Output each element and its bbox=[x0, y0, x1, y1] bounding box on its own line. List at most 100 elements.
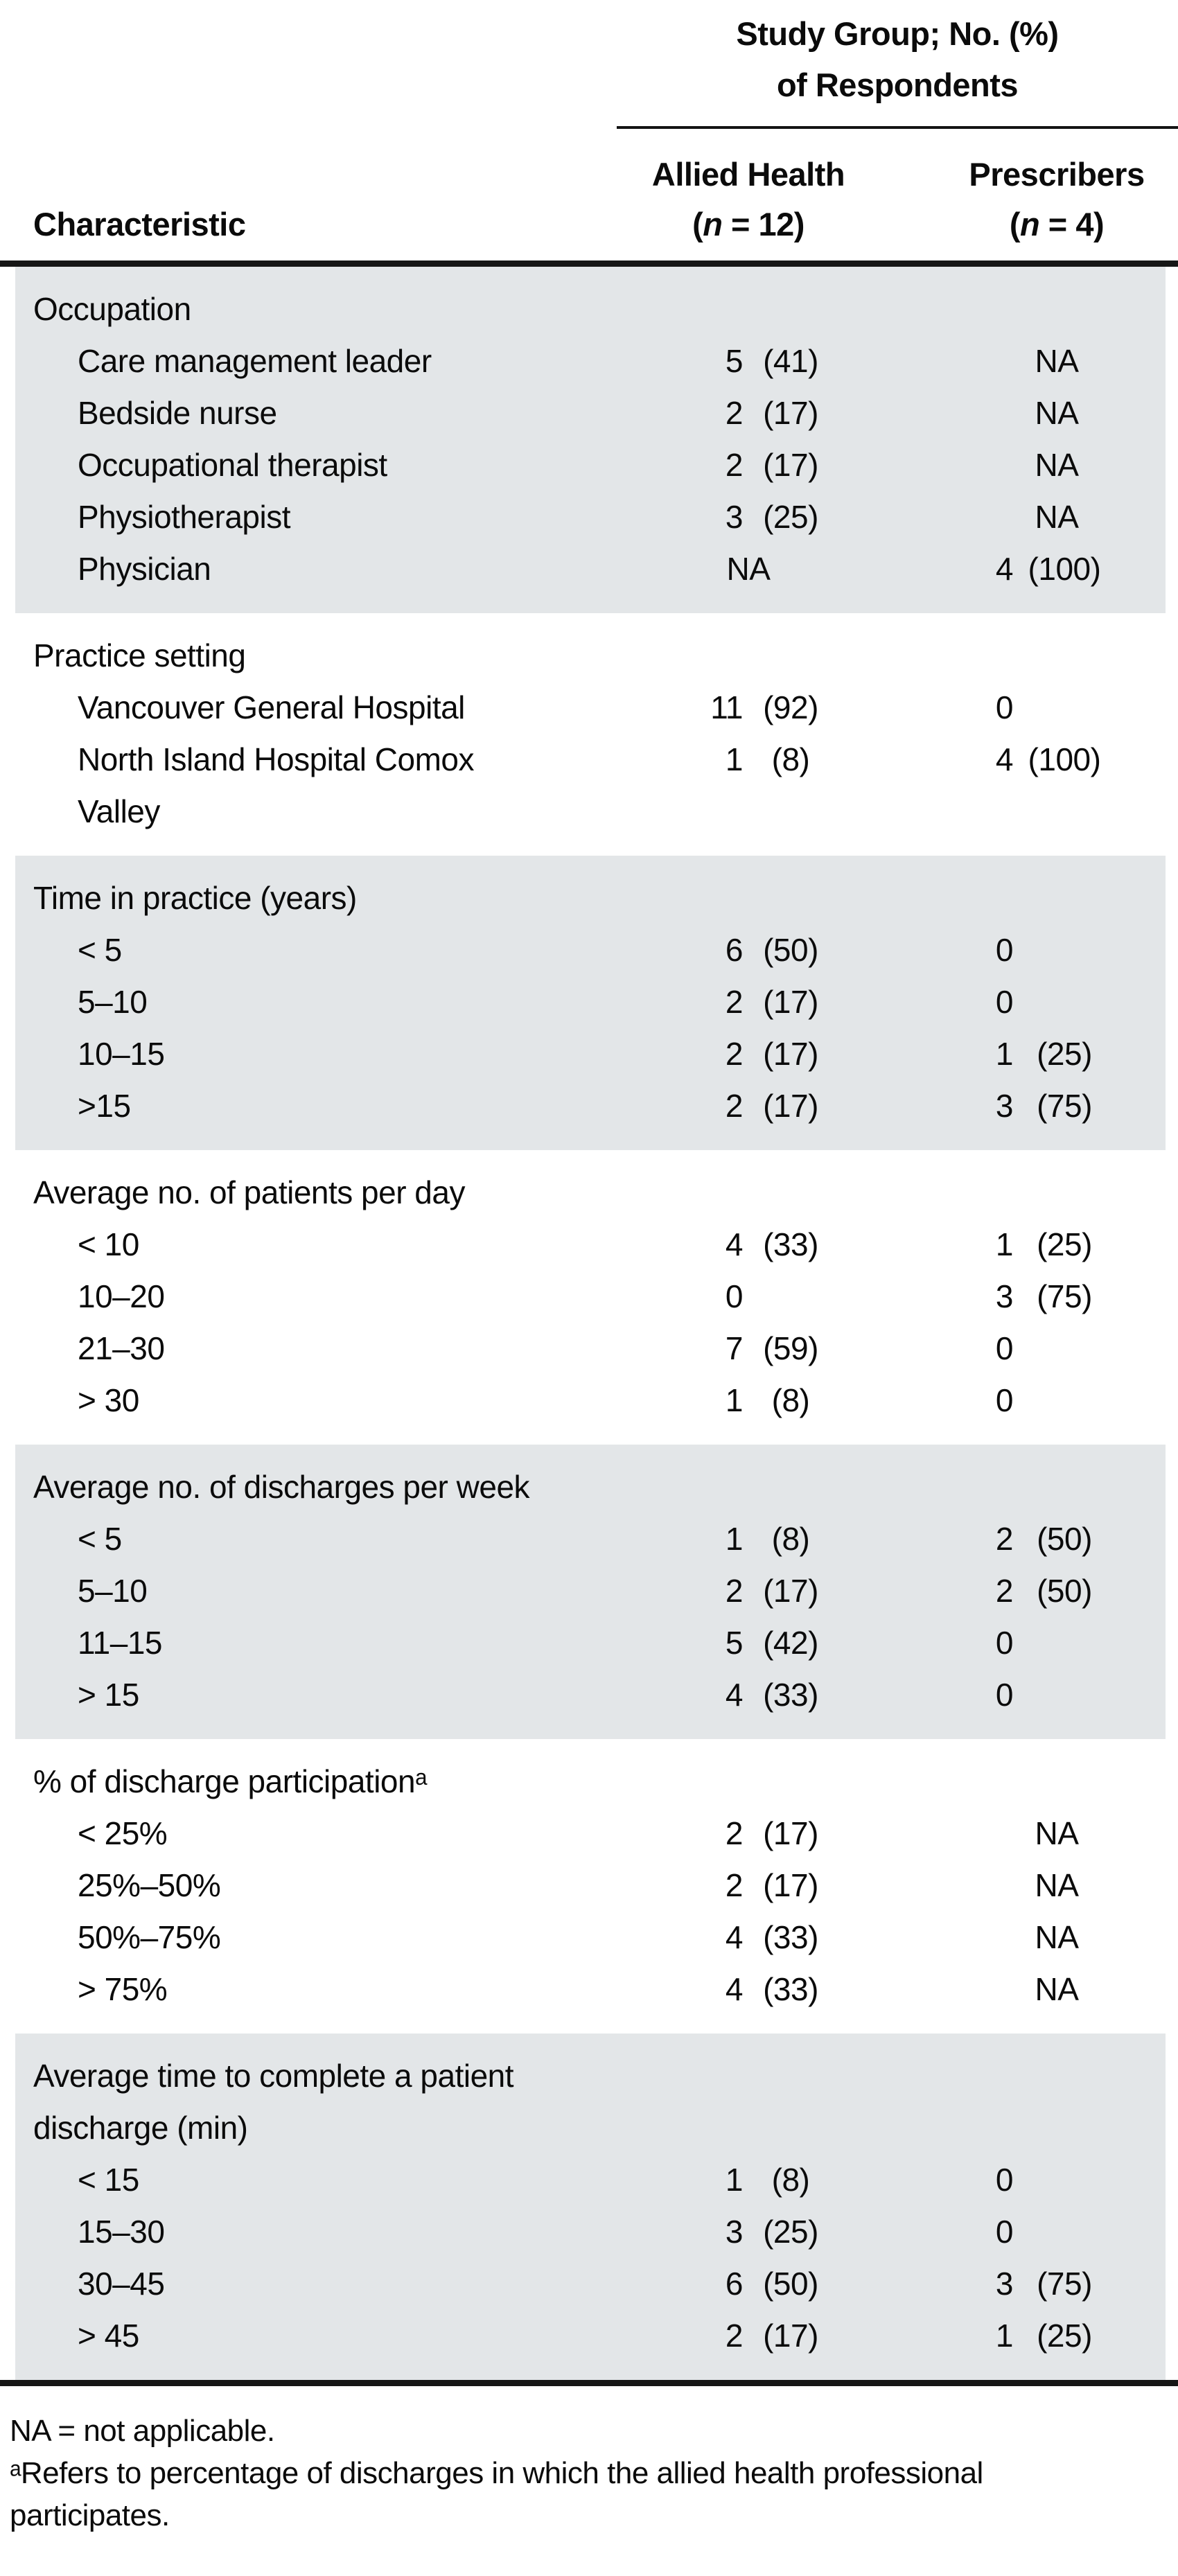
table-row: 10–20 0 3 (75) bbox=[15, 1271, 1166, 1323]
percent-value: (8) bbox=[771, 1382, 810, 1418]
percent-value: (50) bbox=[763, 932, 818, 968]
table-section: Average time to complete a patient disch… bbox=[15, 2034, 1166, 2380]
prescribers-cell: NA bbox=[967, 387, 1147, 439]
table-row: 5–10 2 (17) 0 bbox=[15, 976, 1166, 1028]
allied-health-cell: 2 (17) bbox=[658, 1028, 838, 1080]
allied-health-cell: 1 (8) bbox=[658, 1513, 838, 1565]
row-label: 5–10 bbox=[78, 1573, 148, 1609]
na-value: NA bbox=[726, 551, 771, 587]
na-value: NA bbox=[1035, 343, 1079, 379]
percent-value: (42) bbox=[763, 1625, 818, 1661]
row-label: > 30 bbox=[78, 1382, 139, 1418]
n-open: ( bbox=[1009, 206, 1021, 242]
table-row: < 15 1 (8) 0 bbox=[15, 2154, 1166, 2206]
percent-value: (17) bbox=[763, 395, 818, 431]
prescribers-cell: 0 bbox=[967, 924, 1147, 976]
prescribers-n: (n = 4) bbox=[1009, 200, 1105, 249]
count-value: 3 bbox=[995, 1278, 1014, 1314]
na-value: NA bbox=[1035, 1971, 1079, 2007]
row-label: Physiotherapist bbox=[78, 499, 291, 535]
row-label: 11–15 bbox=[78, 1625, 163, 1661]
count-value: 3 bbox=[995, 2266, 1014, 2302]
table-row: 50%–75% 4 (33) NA bbox=[15, 1912, 1166, 1964]
row-label: Bedside nurse bbox=[78, 395, 277, 431]
section-heading: Occupation bbox=[33, 291, 191, 327]
percent-value bbox=[1013, 924, 1116, 976]
allied-health-cell: 6 (50) bbox=[658, 2258, 838, 2310]
row-label: Care management leader bbox=[78, 343, 432, 379]
allied-health-cell: 0 bbox=[658, 1271, 838, 1323]
section-heading: Average no. of discharges per week bbox=[33, 1469, 530, 1505]
prescribers-cell: 3 (75) bbox=[967, 1271, 1147, 1323]
count-value: 2 bbox=[995, 1521, 1014, 1557]
count-value: 2 bbox=[725, 447, 744, 483]
na-value: NA bbox=[1035, 1919, 1079, 1955]
row-label: > 15 bbox=[78, 1677, 139, 1713]
percent-value: (25) bbox=[763, 2214, 818, 2250]
row-label: 25%–50% bbox=[78, 1867, 221, 1903]
allied-health-cell: 6 (50) bbox=[658, 924, 838, 976]
percent-value: (25) bbox=[1037, 1036, 1092, 1072]
percent-value: (17) bbox=[763, 1088, 818, 1124]
count-value: 0 bbox=[995, 1382, 1014, 1418]
count-value: 2 bbox=[725, 984, 744, 1020]
count-value: 7 bbox=[725, 1330, 744, 1366]
row-label: < 5 bbox=[78, 932, 122, 968]
percent-value bbox=[1013, 2154, 1116, 2206]
allied-health-cell: 4 (33) bbox=[658, 1219, 838, 1271]
percent-value: (25) bbox=[763, 499, 818, 535]
allied-health-cell: 1 (8) bbox=[658, 2154, 838, 2206]
count-value: 2 bbox=[725, 1088, 744, 1124]
prescribers-cell: 0 bbox=[967, 1669, 1147, 1721]
table-row: 15–30 3 (25) 0 bbox=[15, 2206, 1166, 2258]
n-value: = 4) bbox=[1039, 206, 1105, 242]
allied-health-n: (n = 12) bbox=[692, 200, 805, 249]
count-value: 11 bbox=[710, 689, 743, 725]
percent-value: (75) bbox=[1037, 1278, 1092, 1314]
percent-value: (33) bbox=[763, 1919, 818, 1955]
count-value: 4 bbox=[995, 551, 1014, 587]
count-value: 3 bbox=[725, 499, 744, 535]
row-label: Vancouver General Hospital bbox=[78, 689, 465, 725]
count-value: 2 bbox=[725, 2318, 744, 2354]
percent-value: (17) bbox=[763, 2318, 818, 2354]
table-row: Physiotherapist 3 (25) NA bbox=[15, 491, 1166, 543]
n-open: ( bbox=[692, 206, 703, 242]
table-row: >15 2 (17) 3 (75) bbox=[15, 1080, 1166, 1132]
row-label: 50%–75% bbox=[78, 1919, 221, 1955]
percent-value: (17) bbox=[763, 1573, 818, 1609]
percent-value: (8) bbox=[771, 1521, 810, 1557]
percent-value: (100) bbox=[1028, 741, 1101, 777]
percent-value: (75) bbox=[1037, 2266, 1092, 2302]
prescribers-cell: 0 bbox=[967, 1375, 1147, 1427]
count-value: 2 bbox=[725, 1815, 744, 1851]
column-header-allied-health: Allied Health (n = 12) bbox=[652, 150, 845, 249]
count-value: 4 bbox=[995, 741, 1014, 777]
percent-value: (50) bbox=[1037, 1521, 1092, 1557]
count-value: 2 bbox=[725, 1573, 744, 1609]
count-value: 1 bbox=[725, 1521, 744, 1557]
section-heading: Practice setting bbox=[33, 637, 246, 673]
percent-value: (17) bbox=[763, 1036, 818, 1072]
table-row: 11–15 5 (42) 0 bbox=[15, 1617, 1166, 1669]
prescribers-cell: 2 (50) bbox=[967, 1513, 1147, 1565]
count-value: 1 bbox=[725, 1382, 744, 1418]
prescribers-cell: 0 bbox=[967, 2154, 1147, 2206]
prescribers-cell: 1 (25) bbox=[967, 2310, 1147, 2362]
section-heading: Time in practice (years) bbox=[33, 880, 357, 916]
count-value: 1 bbox=[725, 741, 744, 777]
row-label: Occupational therapist bbox=[78, 447, 387, 483]
allied-health-cell: 4 (33) bbox=[658, 1912, 838, 1964]
prescribers-cell: NA bbox=[967, 1912, 1147, 1964]
count-value: 5 bbox=[725, 1625, 744, 1661]
study-group-header: Study Group; No. (%) of Respondents bbox=[617, 8, 1178, 129]
count-value: 0 bbox=[995, 1330, 1014, 1366]
row-label: 21–30 bbox=[78, 1330, 165, 1366]
allied-health-cell: 2 (17) bbox=[658, 1860, 838, 1912]
table-row: Physician NA 4 (100) bbox=[15, 543, 1166, 595]
table-row: 21–30 7 (59) 0 bbox=[15, 1323, 1166, 1375]
percent-value: (25) bbox=[1037, 1226, 1092, 1262]
count-value: 1 bbox=[995, 1226, 1014, 1262]
group-header-line1: Study Group; No. (%) bbox=[736, 15, 1059, 52]
prescribers-cell: NA bbox=[967, 439, 1147, 491]
